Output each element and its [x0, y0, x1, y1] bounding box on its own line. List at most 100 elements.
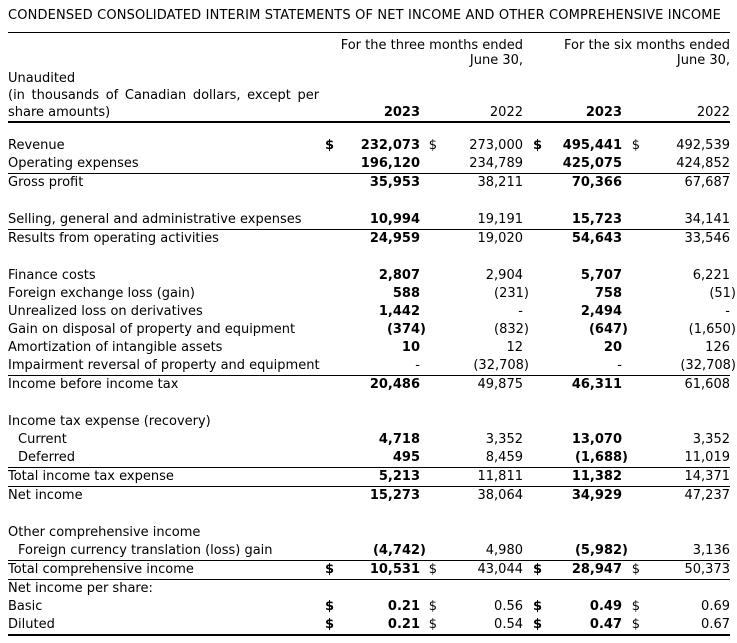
value-6mo-2023 [542, 524, 622, 542]
currency-symbol-6mo-2022 [622, 580, 640, 598]
value-6mo-2023: 495,441 [562, 138, 622, 153]
value-3mo-2023: 20,486 [369, 377, 420, 392]
value-3mo-2023: 588 [392, 286, 420, 301]
value-3mo-2023: - [415, 358, 420, 373]
row-label: Total income tax expense [8, 469, 174, 484]
currency-symbol-6mo-2023: $ [532, 599, 542, 614]
spacer-row [0, 248, 737, 267]
year-header-row: Unaudited (in thousands of Canadian doll… [8, 68, 730, 123]
statement-row: Net income 15,273 38,064 34,929 47,237 [8, 487, 730, 505]
value-6mo-2022: 3,352 [692, 432, 730, 447]
value-3mo-2022: 11,811 [477, 469, 524, 484]
row-label: Foreign exchange loss (gain) [8, 286, 195, 301]
spacer-row [0, 192, 737, 211]
currency-symbol-6mo-2023: $ [532, 138, 542, 153]
currency-symbol-3mo-2023: $ [325, 138, 335, 153]
currency-symbol-3mo-2022 [420, 285, 437, 303]
unaudited-line-2: (in thousands of Canadian dollars, excep… [8, 88, 320, 103]
value-3mo-2023: 5,213 [378, 469, 420, 484]
statement-row: Selling, general and administrative expe… [8, 211, 730, 230]
value-3mo-2023: 495 [392, 450, 420, 465]
currency-symbol-3mo-2023: $ [325, 562, 335, 577]
value-3mo-2023: 35,953 [369, 175, 420, 190]
row-label: Finance costs [8, 268, 96, 283]
currency-symbol-6mo-2023 [523, 211, 542, 229]
currency-symbol-3mo-2022 [420, 155, 437, 173]
row-label: Unrealized loss on derivatives [8, 304, 203, 319]
currency-symbol-6mo-2023 [523, 174, 542, 192]
period-header-row: For the three months ended June 30, For … [8, 33, 730, 68]
statement-row: Foreign currency translation (loss) gain… [8, 542, 730, 561]
row-label: Income tax expense (recovery) [8, 414, 211, 429]
currency-symbol-6mo-2022 [622, 174, 640, 192]
value-6mo-2022: 3,136 [692, 543, 730, 558]
currency-symbol-3mo-2023 [325, 487, 339, 505]
currency-symbol-6mo-2022: $ [631, 617, 640, 632]
period-six-months-date: June 30, [676, 53, 730, 68]
currency-symbol-6mo-2022 [622, 431, 640, 449]
value-3mo-2023 [339, 524, 420, 542]
spacer-row [0, 394, 737, 413]
value-6mo-2022: 424,852 [676, 156, 730, 171]
currency-symbol-3mo-2023 [325, 468, 339, 486]
value-3mo-2023: 24,959 [369, 231, 420, 246]
value-6mo-2023: 758 [594, 286, 622, 301]
currency-symbol-3mo-2022 [420, 339, 437, 357]
currency-symbol-3mo-2023 [325, 321, 339, 339]
value-6mo-2022: (51) [709, 286, 736, 301]
value-6mo-2023 [542, 413, 622, 431]
row-label: Gross profit [8, 175, 84, 190]
currency-symbol-6mo-2023 [523, 468, 542, 486]
row-label: Diluted [8, 617, 55, 632]
currency-symbol-6mo-2022 [622, 468, 640, 486]
value-6mo-2022: - [725, 304, 730, 319]
value-6mo-2023: (1,688) [574, 450, 628, 465]
value-3mo-2022: 234,789 [469, 156, 523, 171]
value-3mo-2022: 19,191 [477, 212, 524, 227]
currency-symbol-3mo-2023 [325, 431, 339, 449]
statement-row: Deferred 495 8,459 (1,688) 11,019 [8, 449, 730, 468]
currency-symbol-6mo-2023 [523, 267, 542, 285]
value-6mo-2023: 11,382 [571, 469, 622, 484]
row-label: Deferred [18, 450, 76, 465]
currency-symbol-3mo-2022 [420, 468, 437, 486]
value-6mo-2022: 126 [705, 340, 730, 355]
row-label: Other comprehensive income [8, 525, 201, 540]
value-6mo-2022 [640, 524, 730, 542]
period-header-six-months: For the six months ended June 30, [523, 38, 730, 68]
currency-symbol-6mo-2023 [523, 580, 542, 598]
value-6mo-2023: (647) [588, 322, 628, 337]
value-6mo-2022: 6,221 [692, 268, 730, 283]
value-6mo-2023 [542, 580, 622, 598]
row-label: Foreign currency translation (loss) gain [18, 543, 273, 558]
currency-symbol-6mo-2022 [622, 413, 640, 431]
value-6mo-2022 [640, 580, 730, 598]
currency-symbol-3mo-2022: $ [428, 562, 437, 577]
value-3mo-2023: (374) [386, 322, 426, 337]
currency-symbol-6mo-2023 [523, 155, 542, 173]
statement-body: Revenue $ 232,073 $ 273,000 $ 495,441 $ … [0, 123, 737, 636]
currency-symbol-3mo-2022 [420, 303, 437, 321]
currency-symbol-6mo-2023 [523, 487, 542, 505]
currency-symbol-3mo-2023 [325, 211, 339, 229]
currency-symbol-6mo-2023 [523, 285, 542, 303]
value-3mo-2023: 196,120 [360, 156, 420, 171]
currency-symbol-3mo-2022 [420, 267, 437, 285]
row-label: Current [18, 432, 67, 447]
currency-symbol-6mo-2023 [523, 413, 542, 431]
value-6mo-2022: 67,687 [684, 175, 731, 190]
value-3mo-2023: 0.21 [387, 599, 420, 614]
value-6mo-2022: 34,141 [684, 212, 731, 227]
value-6mo-2022: 0.69 [701, 599, 730, 614]
value-6mo-2022: 492,539 [676, 138, 730, 153]
value-6mo-2023: 13,070 [571, 432, 622, 447]
value-3mo-2023: 10,531 [369, 562, 420, 577]
currency-symbol-3mo-2022 [420, 230, 437, 248]
value-6mo-2022: 47,237 [684, 488, 731, 503]
value-6mo-2023: 425,075 [562, 156, 622, 171]
currency-symbol-3mo-2023 [325, 174, 339, 192]
value-3mo-2023: 4,718 [378, 432, 420, 447]
unaudited-line-1: Unaudited [8, 71, 76, 86]
row-label: Net income per share: [8, 581, 153, 596]
currency-symbol-6mo-2022 [622, 303, 640, 321]
